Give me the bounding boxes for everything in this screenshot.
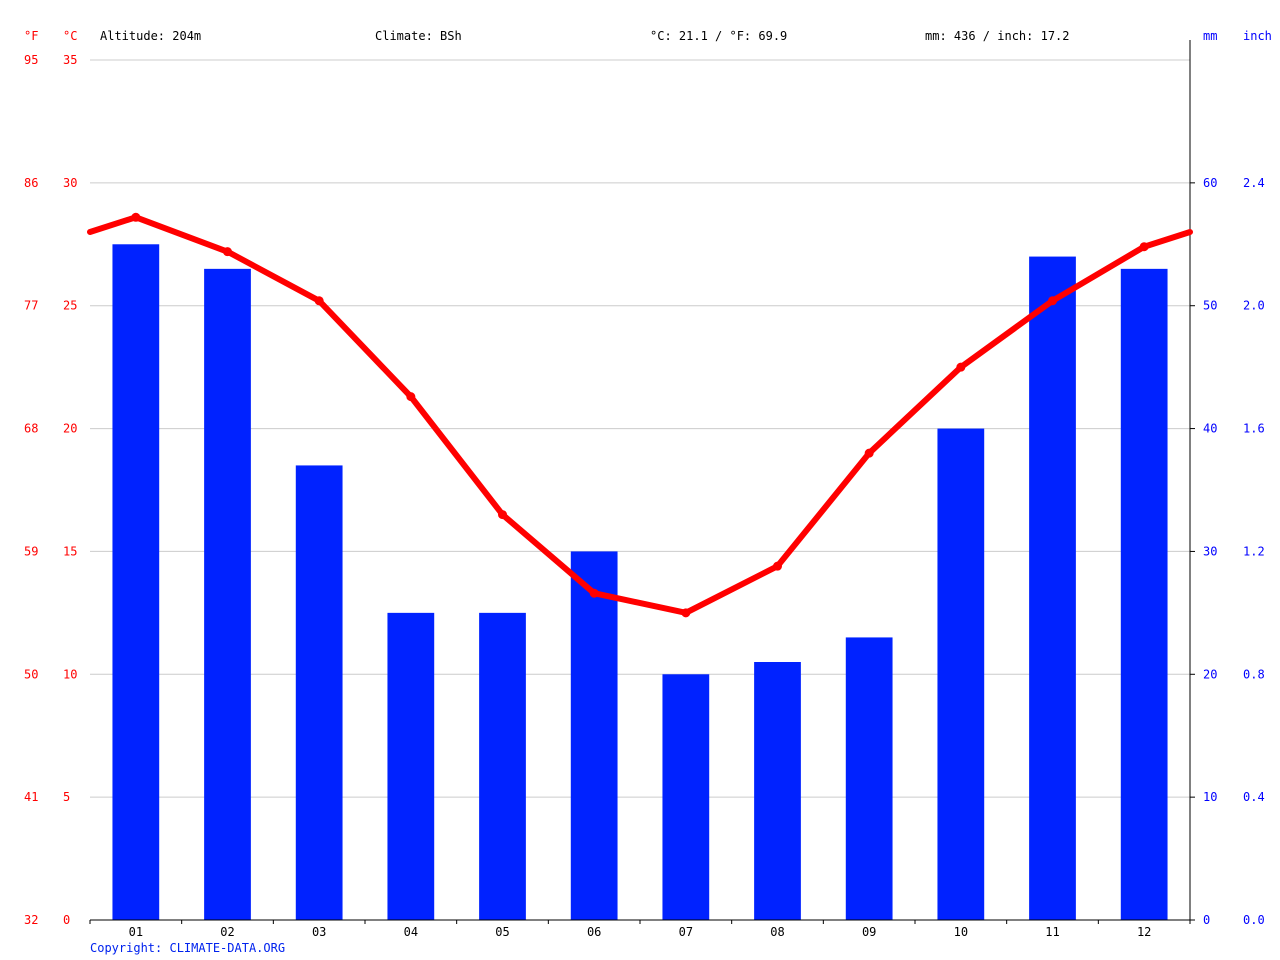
mm-tick-label: 0 [1203, 913, 1210, 927]
gridlines [90, 59, 1190, 798]
inch-tick-label: 1.6 [1243, 422, 1265, 436]
precipitation-bars [112, 244, 1168, 921]
temperature-point [314, 296, 324, 306]
temperature-point [956, 362, 966, 372]
precipitation-bar [295, 465, 343, 920]
month-tick-label: 07 [679, 925, 693, 939]
fahrenheit-tick-label: 32 [24, 913, 38, 927]
mm-tick-label: 40 [1203, 422, 1217, 436]
month-tick-label: 03 [312, 925, 326, 939]
celsius-tick-label: 25 [63, 299, 77, 313]
fahrenheit-tick-label: 77 [24, 299, 38, 313]
mm-tick-label: 50 [1203, 299, 1217, 313]
mm-tick-label: 20 [1203, 667, 1217, 681]
temperature-polyline [87, 214, 1193, 616]
mm-unit-label: mm [1203, 29, 1217, 43]
inch-tick-label: 0.0 [1243, 913, 1265, 927]
precipitation-bar [387, 612, 435, 920]
precipitation-bar [662, 674, 710, 920]
celsius-unit-label: °C [63, 29, 77, 43]
average-temperature-label: °C: 21.1 / °F: 69.9 [650, 29, 787, 43]
temperature-point [773, 561, 782, 571]
fahrenheit-tick-label: 86 [24, 176, 38, 190]
altitude-label: Altitude: 204m [100, 29, 201, 43]
copyright-link[interactable]: Copyright: CLIMATE-DATA.ORG [90, 941, 285, 955]
celsius-tick-label: 15 [63, 544, 77, 558]
precipitation-bar [479, 612, 526, 920]
mm-tick-label: 10 [1203, 790, 1217, 804]
fahrenheit-tick-label: 50 [24, 667, 38, 681]
month-tick-label: 08 [770, 925, 784, 939]
precipitation-bar [570, 551, 618, 920]
temperature-point [1139, 242, 1149, 252]
celsius-tick-label: 5 [63, 790, 70, 804]
month-tick-label: 01 [129, 925, 143, 939]
fahrenheit-tick-label: 95 [24, 53, 38, 67]
temperature-point [131, 212, 141, 222]
climate-label: Climate: BSh [375, 29, 462, 43]
temperature-point [1048, 296, 1057, 306]
precipitation-bar [1120, 268, 1168, 920]
precipitation-bar [937, 428, 985, 920]
right-axis-ticks: 0 0.0 10 0.4 20 0.8 30 1.2 40 1.6 50 2.0 60 2.4 [1189, 40, 1265, 927]
month-tick-label: 04 [404, 925, 418, 939]
celsius-tick-label: 35 [63, 53, 77, 67]
temperature-point [498, 510, 507, 520]
temperature-point [864, 448, 874, 458]
celsius-tick-label: 20 [63, 422, 77, 436]
inch-tick-label: 0.4 [1243, 790, 1265, 804]
precipitation-total-label: mm: 436 / inch: 17.2 [925, 29, 1070, 43]
inch-tick-label: 2.0 [1243, 299, 1265, 313]
fahrenheit-tick-label: 59 [24, 544, 38, 558]
inch-tick-label: 2.4 [1243, 176, 1265, 190]
temperature-line [87, 212, 1193, 618]
precipitation-bar [754, 662, 801, 920]
fahrenheit-tick-label: 41 [24, 790, 38, 804]
temperature-point [681, 608, 691, 618]
fahrenheit-unit-label: °F [24, 29, 38, 43]
month-tick-label: 02 [220, 925, 234, 939]
mm-tick-label: 60 [1203, 176, 1217, 190]
fahrenheit-tick-label: 68 [24, 422, 38, 436]
precipitation-bar [112, 244, 160, 921]
inch-tick-label: 0.8 [1243, 667, 1265, 681]
month-tick-label: 06 [587, 925, 601, 939]
mm-tick-label: 30 [1203, 544, 1217, 558]
left-axis-ticks: 0 32 5 41 10 50 15 59 20 68 25 77 30 86 35 95 [24, 53, 77, 927]
celsius-tick-label: 30 [63, 176, 77, 190]
celsius-tick-label: 10 [63, 667, 77, 681]
temperature-point [406, 392, 416, 402]
inch-unit-label: inch [1243, 29, 1272, 43]
month-tick-label: 10 [954, 925, 968, 939]
celsius-tick-label: 0 [63, 913, 70, 927]
precipitation-bar [1029, 256, 1076, 921]
inch-tick-label: 1.2 [1243, 544, 1265, 558]
month-tick-label: 09 [862, 925, 876, 939]
x-axis: 01 02 03 04 05 06 07 08 09 10 11 12 [89, 919, 1191, 939]
month-tick-label: 12 [1137, 925, 1151, 939]
month-tick-label: 11 [1045, 925, 1059, 939]
temperature-point [223, 247, 232, 257]
precipitation-bar [845, 637, 893, 920]
month-tick-label: 05 [495, 925, 509, 939]
precipitation-bar [204, 268, 251, 920]
temperature-point [589, 588, 599, 598]
